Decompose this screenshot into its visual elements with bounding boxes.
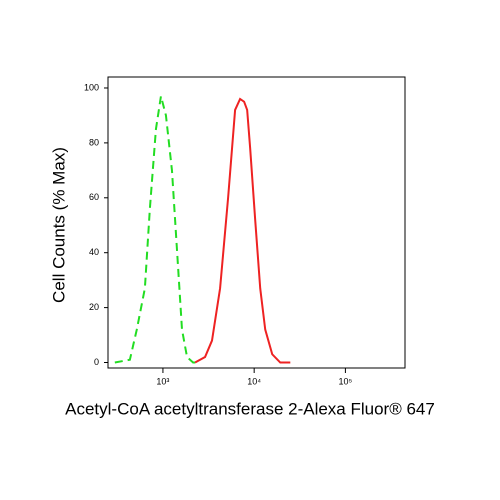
x-axis-label: Acetyl-CoA acetyltransferase 2-Alexa Flu…	[65, 399, 435, 418]
y-tick-label: 80	[89, 137, 99, 147]
y-axis-label: Cell Counts (% Max)	[49, 147, 68, 303]
x-tick-label: 10⁴	[247, 376, 261, 386]
y-tick-label: 20	[89, 302, 99, 312]
y-tick-label: 60	[89, 192, 99, 202]
series-line	[114, 95, 201, 364]
y-tick-label: 40	[89, 247, 99, 257]
x-tick-label: 10⁵	[339, 376, 353, 386]
x-tick-label: 10³	[156, 376, 169, 386]
plot-frame	[107, 76, 406, 369]
y-tick-label: 0	[94, 357, 99, 367]
y-tick-label: 100	[84, 82, 99, 92]
series-line	[194, 97, 291, 364]
